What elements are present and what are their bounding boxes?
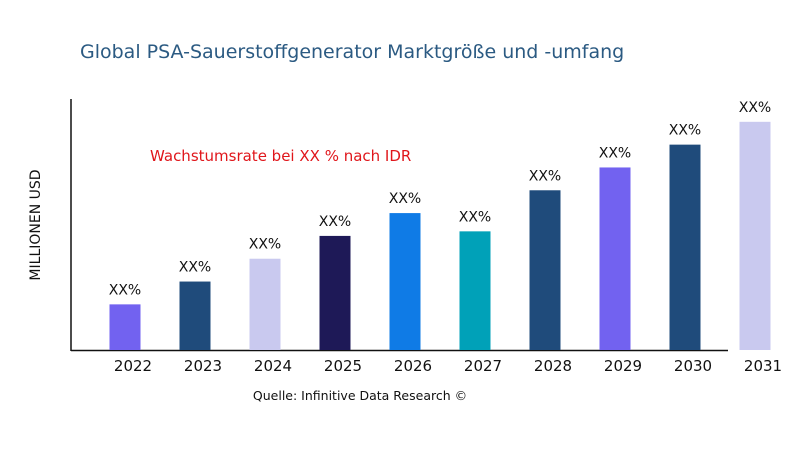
bar-2022 [109,304,141,350]
x-tick-2030: 2030 [674,357,712,375]
bar-2028 [529,190,561,350]
data-label-2023: XX% [179,260,211,276]
x-tick-2026: 2026 [394,357,432,375]
data-label-2028: XX% [529,168,561,184]
data-label-2026: XX% [389,191,421,207]
data-label-2030: XX% [669,123,701,139]
x-tick-2024: 2024 [254,357,292,375]
x-tick-2031: 2031 [744,357,782,375]
data-label-2029: XX% [599,145,631,161]
data-label-2031: XX% [739,100,771,116]
bar-2023 [179,281,211,350]
bar-2029 [599,167,631,350]
data-label-2025: XX% [319,214,351,230]
source-note: Quelle: Infinitive Data Research © [253,388,467,403]
bar-2027 [459,231,491,350]
bar-2031 [739,121,771,351]
data-label-2024: XX% [249,237,281,253]
bar-2030 [669,144,701,350]
data-label-2022: XX% [109,282,141,298]
chart-title: Global PSA-Sauerstoffgenerator Marktgröß… [80,41,624,63]
bar-2024 [249,258,281,350]
bar-2026 [389,213,421,350]
data-label-2027: XX% [459,209,491,225]
x-tick-2028: 2028 [534,357,572,375]
x-tick-2029: 2029 [604,357,642,375]
growth-rate-annotation: Wachstumsrate bei XX % nach IDR [150,147,411,165]
y-axis-label: MILLIONEN USD [28,169,44,280]
x-tick-2022: 2022 [114,357,152,375]
x-tick-2023: 2023 [184,357,222,375]
x-tick-2025: 2025 [324,357,362,375]
bar-2025 [319,235,351,350]
x-tick-2027: 2027 [464,357,502,375]
